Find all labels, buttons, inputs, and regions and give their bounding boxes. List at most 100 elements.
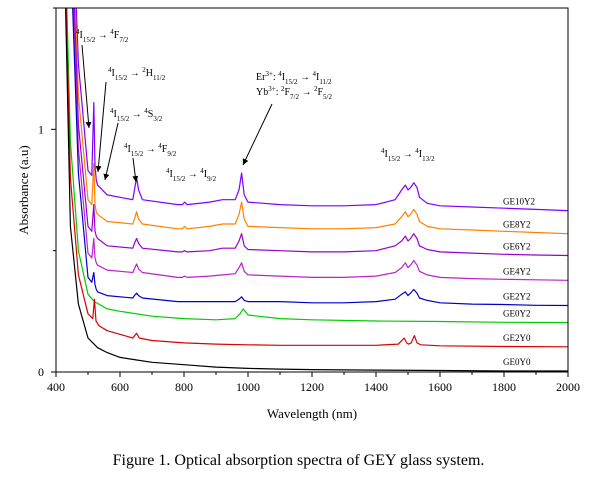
annotation-part: 4 xyxy=(110,107,114,115)
annotation-part: → xyxy=(297,72,312,83)
annotation-arrow xyxy=(95,81,107,173)
annotation-part: 4 xyxy=(200,167,204,175)
annotation-a3: 4I15/2 → 4S3/2 xyxy=(110,107,163,123)
annotation-part: 15/2 xyxy=(115,74,128,82)
y-axis-label: Absorbance (a.u) xyxy=(16,145,31,235)
annotation-part: I xyxy=(112,68,115,79)
series-line-ge6y2 xyxy=(73,8,568,257)
annotation-part: 3+ xyxy=(265,70,273,78)
figure-caption: Figure 1. Optical absorption spectra of … xyxy=(112,452,485,469)
annotation-part: 5/2 xyxy=(323,93,332,101)
annotation-part: 4 xyxy=(76,28,80,36)
x-tick-label: 1200 xyxy=(300,380,324,394)
series-label-ge2y0: GE2Y0 xyxy=(503,333,531,343)
annotation-a7: Yb3+: 2F7/2 → 2F5/2 xyxy=(256,85,332,101)
annotation-part: 4 xyxy=(158,142,162,150)
annotation-part: 11/2 xyxy=(319,78,332,86)
annotation-part: 15/2 xyxy=(83,36,96,44)
annotation-part: 4 xyxy=(144,107,148,115)
annotation-part: S xyxy=(148,109,154,120)
annotation-part: I xyxy=(114,109,117,120)
annotation-part: 4 xyxy=(381,147,385,155)
annotation-part: → xyxy=(127,68,142,79)
x-tick-label: 400 xyxy=(47,380,65,394)
annotation-part: 2 xyxy=(142,66,146,74)
series-line-ge10y2 xyxy=(75,8,568,212)
annotation-part: I xyxy=(316,72,319,83)
series-line-ge0y2 xyxy=(66,8,568,324)
annotation-part: → xyxy=(143,144,158,155)
annotation-part: 4 xyxy=(166,167,170,175)
annotation-part: 3/2 xyxy=(153,115,162,123)
x-tick-label: 1000 xyxy=(236,380,260,394)
annotation-part: F xyxy=(284,87,290,98)
legend-labels: GE10Y2 GE8Y2 GE6Y2 GE4Y2 GE2Y2 GE0Y2 GE2Y0 GE0Y… xyxy=(503,197,535,367)
annotation-a6: Er3+: 4I15/2 → 4I11/2 xyxy=(256,70,332,86)
annotation-part: 4 xyxy=(415,147,419,155)
y-tick-label: 1 xyxy=(38,122,44,136)
annotation-part: 4 xyxy=(124,142,128,150)
x-tick-label: 1400 xyxy=(364,380,388,394)
annotation-part: I xyxy=(282,72,285,83)
annotation-a4: 4I15/2 → 4F9/2 xyxy=(124,142,177,158)
annotation-part: 3+ xyxy=(268,85,276,93)
annotation-part: → xyxy=(95,30,110,41)
annotation-part: I xyxy=(170,169,173,180)
annotation-part: 9/2 xyxy=(207,175,216,183)
annotation-part: 4 xyxy=(108,66,112,74)
annotation-part: 15/2 xyxy=(131,150,144,158)
annotation-part: → xyxy=(185,169,200,180)
annotation-part: 15/2 xyxy=(173,175,186,183)
annotation-part: I xyxy=(128,144,131,155)
x-tick-label: 1800 xyxy=(492,380,516,394)
x-tick-label: 2000 xyxy=(556,380,580,394)
annotation-part: → xyxy=(129,109,144,120)
annotation-arrow xyxy=(103,122,119,181)
annotation-part: 2 xyxy=(281,85,285,93)
annotation-part: → xyxy=(400,149,415,160)
series-line-ge4y2 xyxy=(72,8,568,281)
annotation-part: 4 xyxy=(312,70,316,78)
series-label-ge8y2: GE8Y2 xyxy=(503,220,531,230)
series-label-ge6y2: GE6Y2 xyxy=(503,242,531,252)
annotation-part: F xyxy=(317,87,323,98)
x-tick-label: 600 xyxy=(111,380,129,394)
annotation-part: 13/2 xyxy=(422,155,435,163)
annotation-part: → xyxy=(299,87,314,98)
annotation-a1: 4I15/2 → 4F7/2 xyxy=(76,28,129,44)
annotation-part: H xyxy=(146,68,153,79)
annotation-part: I xyxy=(419,149,422,160)
series-label-ge2y2: GE2Y2 xyxy=(503,292,531,302)
annotation-part: F xyxy=(114,30,120,41)
annotation-part: 7/2 xyxy=(119,36,128,44)
annotation-part: 2 xyxy=(314,85,318,93)
annotation-part: 15/2 xyxy=(388,155,401,163)
annotation-part: : xyxy=(273,72,278,83)
series-line-ge8y2 xyxy=(74,8,568,235)
series-label-ge10y2: GE10Y2 xyxy=(503,197,535,207)
annotation-arrow xyxy=(81,44,92,129)
annotation-a5: 4I15/2 → 4I9/2 xyxy=(166,167,217,183)
annotation-arrow xyxy=(242,103,273,166)
annotation-a8: 4I15/2 → 4I13/2 xyxy=(381,147,435,163)
series-label-ge0y2: GE0Y2 xyxy=(503,309,531,319)
annotation-a2: 4I15/2 → 2H11/2 xyxy=(108,66,166,82)
series-line-ge0y0 xyxy=(65,8,568,372)
series-label-ge0y0: GE0Y0 xyxy=(503,357,531,367)
axes-layer: 400 600 800 1000 1200 1400 1600 1800 2000 0 1 xyxy=(38,7,580,394)
annotation-part: 4 xyxy=(278,70,282,78)
annotation-part: Er xyxy=(256,72,266,83)
annotation-part: 7/2 xyxy=(290,93,299,101)
series-layer xyxy=(65,8,568,372)
annotation-part: 9/2 xyxy=(167,150,176,158)
x-axis-label: Wavelength (nm) xyxy=(267,406,357,421)
series-line-ge2y2 xyxy=(72,8,568,307)
series-line-ge2y0 xyxy=(65,8,568,348)
annotation-part: I xyxy=(80,30,83,41)
annotation-part: I xyxy=(204,169,207,180)
y-tick-label: 0 xyxy=(38,365,44,379)
annotation-part: : xyxy=(276,87,281,98)
annotation-part: Yb xyxy=(256,87,268,98)
x-tick-label: 1600 xyxy=(428,380,452,394)
